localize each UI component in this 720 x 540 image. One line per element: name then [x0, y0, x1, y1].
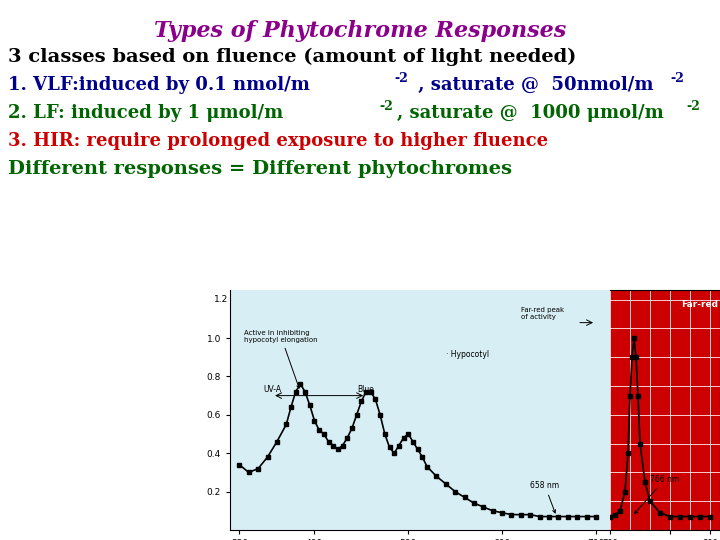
Text: 766 nm: 766 nm	[634, 475, 679, 514]
Text: 658 nm: 658 nm	[530, 481, 559, 513]
Text: Blue: Blue	[358, 385, 374, 394]
Text: · Hypocotyl: · Hypocotyl	[446, 350, 489, 359]
Text: , saturate @  1000 μmol/m: , saturate @ 1000 μmol/m	[397, 104, 664, 122]
Text: UV-A: UV-A	[263, 385, 282, 394]
Text: -2: -2	[394, 72, 408, 85]
Text: 1. VLF:induced by 0.1 nmol/m: 1. VLF:induced by 0.1 nmol/m	[8, 76, 310, 94]
Text: Active in inhibiting
hypocotyl elongation: Active in inhibiting hypocotyl elongatio…	[244, 330, 318, 388]
Text: Different responses = Different phytochromes: Different responses = Different phytochr…	[8, 160, 512, 178]
Text: 3. HIR: require prolonged exposure to higher fluence: 3. HIR: require prolonged exposure to hi…	[8, 132, 548, 150]
Text: -2: -2	[379, 100, 393, 113]
Text: 2. LF: induced by 1 μmol/m: 2. LF: induced by 1 μmol/m	[8, 104, 283, 122]
Text: -2: -2	[686, 100, 700, 113]
Text: -2: -2	[670, 72, 684, 85]
Text: Far-red: Far-red	[681, 300, 718, 308]
Text: Far-red peak
of activity: Far-red peak of activity	[521, 307, 564, 320]
Text: Types of Phytochrome Responses: Types of Phytochrome Responses	[154, 20, 566, 42]
Text: , saturate @  50nmol/m: , saturate @ 50nmol/m	[412, 76, 654, 94]
Text: 1.2: 1.2	[214, 295, 228, 304]
Text: 3 classes based on fluence (amount of light needed): 3 classes based on fluence (amount of li…	[8, 48, 577, 66]
